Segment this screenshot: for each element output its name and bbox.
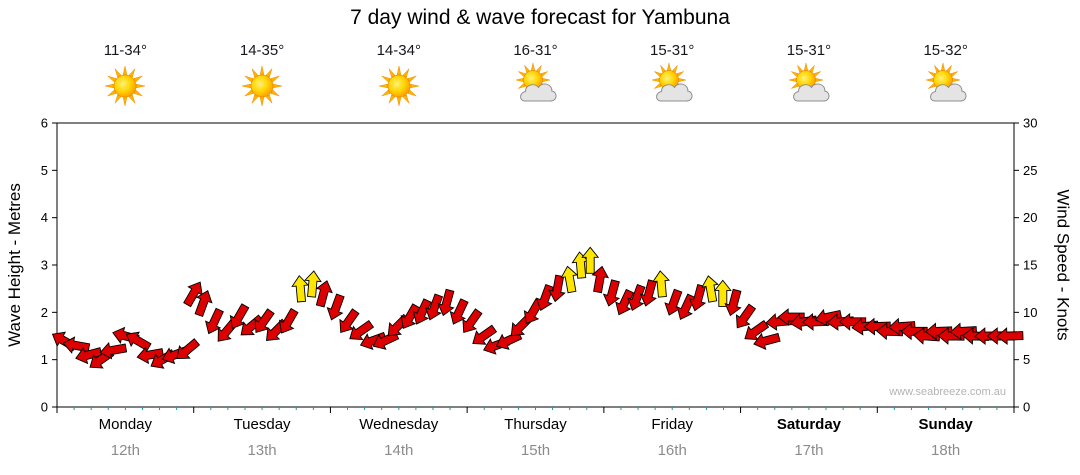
wind-arrow — [652, 270, 670, 298]
wind-arrow — [495, 330, 523, 350]
wind-arrow — [688, 283, 707, 312]
wind-arrow — [753, 332, 781, 350]
page-title: 7 day wind & wave forecast for Yambuna — [350, 6, 730, 29]
wind-arrow — [591, 265, 610, 294]
wind-arrow — [291, 275, 310, 303]
wind-arrow — [425, 293, 444, 321]
wind-arrow — [194, 290, 213, 318]
wind-arrow — [548, 274, 566, 303]
wind-arrow — [581, 246, 600, 274]
wind-arrow — [372, 330, 400, 350]
wind-arrow — [349, 319, 375, 341]
svg-text:5: 5 — [41, 163, 48, 178]
wind-arrow — [315, 280, 333, 308]
left-axis: 0 1 2 3 4 5 6 — [41, 116, 57, 415]
wind-arrow — [99, 341, 128, 360]
svg-text:0: 0 — [1023, 400, 1030, 415]
svg-text:15: 15 — [1023, 258, 1037, 273]
x-axis-ticks — [56, 407, 1015, 413]
svg-text:0: 0 — [41, 400, 48, 415]
wind-arrow — [400, 303, 421, 329]
svg-text:5: 5 — [1023, 352, 1030, 367]
wind-arrow — [560, 265, 579, 294]
svg-text:6: 6 — [41, 116, 48, 131]
wind-arrow — [205, 307, 224, 335]
wind-arrow — [304, 270, 322, 298]
wind-arrow — [888, 317, 916, 336]
wind-arrow — [472, 324, 498, 345]
svg-text:25: 25 — [1023, 163, 1037, 178]
svg-text:4: 4 — [41, 210, 48, 225]
svg-text:20: 20 — [1023, 210, 1037, 225]
wind-arrow — [735, 303, 757, 329]
wind-arrow — [996, 327, 1024, 346]
svg-text:2: 2 — [41, 305, 48, 320]
plot-border — [56, 122, 1015, 408]
svg-text:10: 10 — [1023, 305, 1037, 320]
right-axis: 0 5 10 15 20 25 30 — [1014, 116, 1037, 415]
wind-arrow — [176, 338, 201, 360]
wind-arrow — [602, 279, 621, 307]
wind-arrow — [412, 298, 432, 325]
wind-arrow — [462, 308, 483, 334]
wind-arrow — [278, 307, 299, 334]
wind-arrow — [949, 322, 978, 341]
wind-arrow — [639, 279, 657, 307]
svg-text:30: 30 — [1023, 116, 1037, 131]
wind-arrow — [701, 275, 719, 303]
watermark: www.seabreeze.com.au — [889, 386, 1006, 398]
wind-arrow — [326, 293, 345, 321]
wind-arrow — [814, 308, 843, 327]
svg-text:3: 3 — [41, 258, 48, 273]
wind-arrow — [136, 346, 165, 365]
wind-arrow — [615, 288, 635, 316]
wind-arrow — [713, 279, 732, 307]
wind-arrow — [449, 298, 469, 325]
wind-arrow — [125, 331, 152, 352]
wind-arrow — [627, 283, 646, 311]
wind-arrow — [437, 288, 455, 317]
wind-arrows — [51, 246, 1024, 369]
wind-arrow — [724, 288, 742, 317]
svg-text:1: 1 — [41, 352, 48, 367]
